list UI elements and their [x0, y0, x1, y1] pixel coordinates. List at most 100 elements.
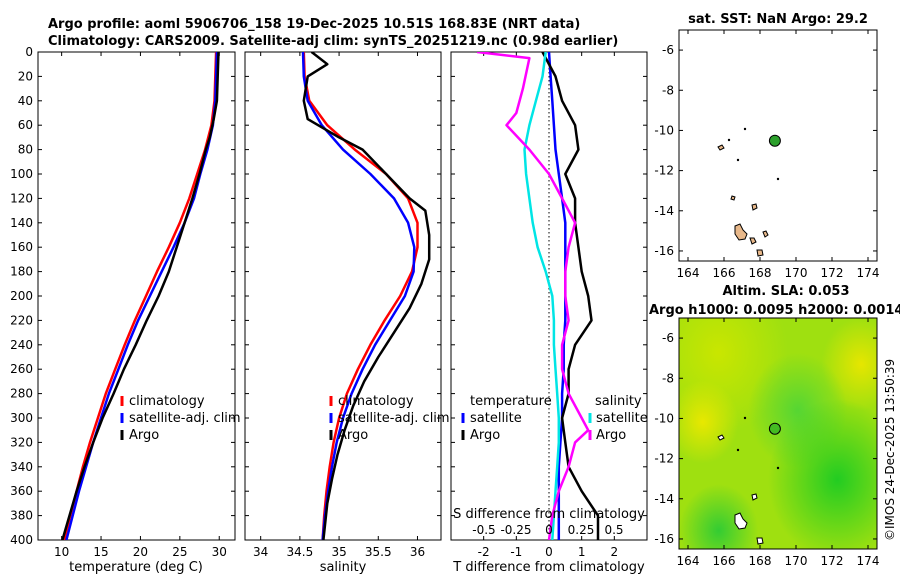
y-tick-label: 300: [10, 411, 33, 425]
y-tick-label: 100: [10, 167, 33, 181]
x-tick-label: 25: [172, 545, 187, 559]
map-y-tick-label: -8: [662, 83, 674, 97]
figure-title-line2: Climatology: CARS2009. Satellite-adj cli…: [48, 34, 618, 49]
map-x-tick-label: 168: [749, 554, 772, 568]
salinity-xlabel: salinity: [320, 560, 367, 575]
s-tick-label: 0.25: [568, 523, 595, 537]
sla-map-title-line1: Altim. SLA: 0.053: [723, 284, 850, 299]
islet: [776, 466, 780, 470]
island: [730, 195, 736, 201]
island: [751, 203, 758, 211]
series-s-satellite: [523, 52, 561, 540]
island: [717, 434, 725, 441]
y-tick-label: 180: [10, 265, 33, 279]
legend-label-t-argo: Argo: [470, 428, 500, 443]
s-tick-label: 0: [545, 523, 553, 537]
series-satellite-adj-clim: [301, 52, 416, 540]
sla-map-panel: Altim. SLA: 0.053 Argo h1000: 0.0095 h20…: [649, 284, 900, 568]
figure-title-line1: Argo profile: aoml 5906706_158 19-Dec-20…: [48, 17, 580, 32]
sst-map-title: sat. SST: NaN Argo: 29.2: [688, 12, 868, 27]
islet: [727, 138, 731, 142]
legend-label-argo: Argo: [338, 428, 368, 443]
map-x-tick-label: 170: [785, 266, 808, 280]
s-difference-ticks: -0.5 -0.25 0 0.25 0.5: [472, 523, 623, 537]
legend-label-climatology: climatology: [338, 394, 414, 409]
temperature-xlabel: temperature (deg C): [69, 560, 203, 575]
series-climatology: [62, 52, 218, 540]
series-argo: [61, 52, 220, 540]
map-y-tick-label: -6: [662, 331, 674, 345]
y-tick-label: 220: [10, 313, 33, 327]
island: [717, 144, 725, 151]
x-tick-label: 2: [611, 545, 619, 559]
y-tick-label: 20: [18, 69, 33, 83]
y-tick-label: 340: [10, 460, 33, 474]
series-t-argo: [541, 52, 600, 540]
island: [734, 512, 748, 530]
map-y-tick-label: -14: [654, 492, 674, 506]
sla-map-title-line2: Argo h1000: 0.0095 h2000: 0.0014: [649, 303, 900, 318]
x-tick-label: 35.5: [365, 545, 392, 559]
islet: [736, 158, 740, 162]
x-tick-label: 0: [545, 545, 553, 559]
x-tick-label: 10: [54, 545, 69, 559]
y-tick-label: 400: [10, 533, 33, 547]
x-tick-label: -1: [510, 545, 522, 559]
salinity-panel: 34 34.5 35 35.5 36 salinity climatology sate…: [244, 51, 450, 575]
x-tick-label: 34.5: [287, 545, 314, 559]
islet: [736, 448, 740, 452]
sst-map-panel: sat. SST: NaN Argo: 29.2 -6 -8 -10 -12 -14 -1…: [654, 12, 879, 280]
map-y-tick-label: -8: [662, 371, 674, 385]
legend-label-s-satellite: satellite: [596, 411, 648, 426]
imos-credit: ©IMOS 24-Dec-2025 13:50:39: [883, 359, 897, 541]
s-tick-label: 0.5: [604, 523, 623, 537]
island: [751, 493, 758, 501]
y-tick-label: 240: [10, 338, 33, 352]
series-s-argo: [476, 52, 590, 540]
legend-title-salinity: salinity: [595, 394, 642, 409]
y-tick-label: 80: [18, 143, 33, 157]
y-tick-label: 140: [10, 216, 33, 230]
legend-label-climatology: climatology: [129, 394, 205, 409]
x-tick-label: 15: [93, 545, 108, 559]
islet: [776, 177, 780, 181]
sla-map-frame: [678, 317, 878, 550]
islet: [743, 416, 747, 420]
island: [749, 237, 757, 245]
y-tick-label: 280: [10, 387, 33, 401]
x-tick-label: 34: [253, 545, 268, 559]
island: [756, 249, 764, 257]
x-tick-label: 35: [331, 545, 346, 559]
x-tick-label: 30: [212, 545, 227, 559]
difference-legend-salinity: salinity satellite Argo: [588, 394, 648, 443]
sst-map-islands: [717, 127, 780, 257]
map-y-tick-label: -12: [654, 452, 674, 466]
map-x-tick-label: 172: [821, 554, 844, 568]
y-tick-label: 380: [10, 509, 33, 523]
series-argo: [302, 52, 431, 540]
series-climatology: [302, 52, 419, 540]
map-x-tick-label: 168: [749, 266, 772, 280]
map-x-tick-label: 164: [677, 266, 700, 280]
map-y-tick-label: -6: [662, 43, 674, 57]
y-tick-label: 260: [10, 362, 33, 376]
legend-label-argo: Argo: [129, 428, 159, 443]
x-tick-label: 1: [578, 545, 586, 559]
map-x-tick-label: 174: [857, 266, 880, 280]
difference-panel: -2 -1 0 1 2 S difference from climatology -0…: [450, 51, 648, 575]
legend-label-t-satellite: satellite: [470, 411, 522, 426]
x-tick-label: 20: [133, 545, 148, 559]
difference-legend-temperature: temperature satellite Argo: [461, 394, 552, 443]
map-y-tick-label: -10: [654, 411, 674, 425]
s-difference-label: S difference from climatology: [453, 507, 645, 522]
t-difference-xlabel: T difference from climatology: [452, 560, 645, 575]
x-tick-label: 36: [410, 545, 425, 559]
legend-label-satellite: satellite-adj. clim: [129, 411, 241, 426]
map-x-tick-label: 164: [677, 554, 700, 568]
map-x-tick-label: 170: [785, 554, 808, 568]
argo-location-marker: [768, 422, 781, 435]
island: [734, 223, 748, 241]
map-y-tick-label: -16: [654, 244, 674, 258]
islet: [743, 127, 747, 131]
